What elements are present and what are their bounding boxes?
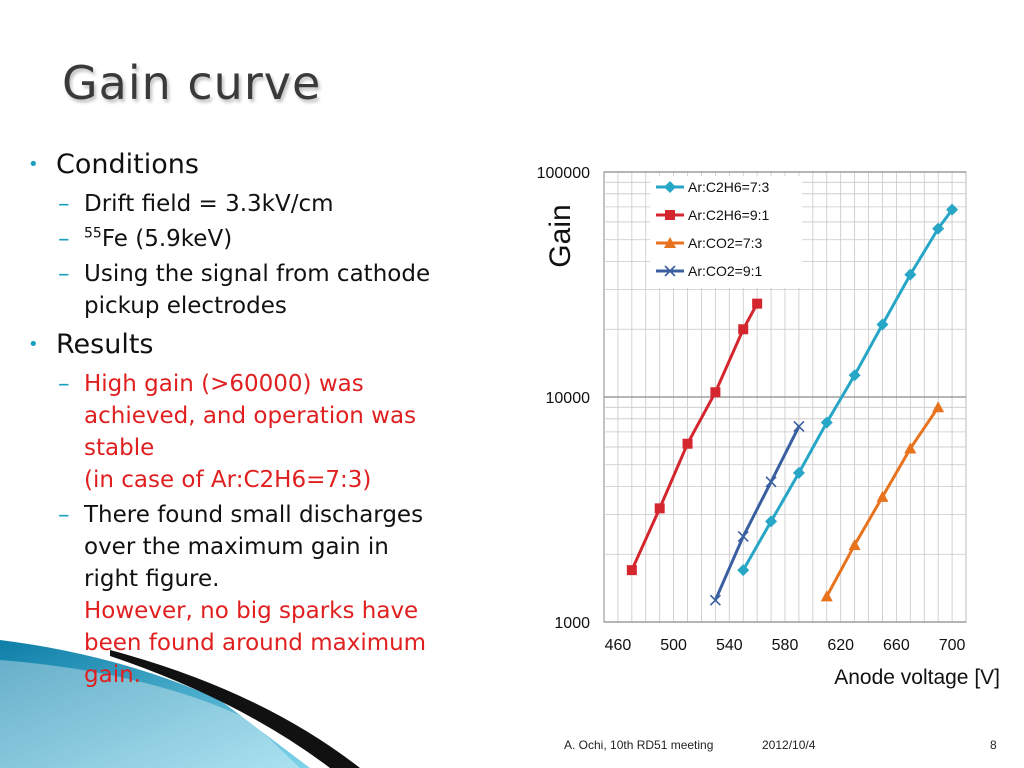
discharge-text-line: There found small discharges xyxy=(84,502,424,528)
data-point xyxy=(710,387,721,398)
dash-icon: – xyxy=(58,261,70,287)
legend-label: Ar:CO2=7:3 xyxy=(688,235,763,251)
discharge-text-line: over the maximum gain in xyxy=(84,534,389,560)
sparks-text-line: been found around maximum xyxy=(84,630,427,656)
discharge-text-line: right figure. xyxy=(84,566,220,592)
sparks-text-line: However, no big sparks have xyxy=(84,598,419,624)
results-heading: Results xyxy=(56,329,154,360)
sub-bullet-high-gain: – High gain (>60000) was achieved, and o… xyxy=(28,368,528,496)
drift-field-text: Drift field = 3.3kV/cm xyxy=(84,191,334,217)
data-point xyxy=(876,318,889,331)
x-tick-label: 580 xyxy=(772,637,799,654)
conditions-heading: Conditions xyxy=(56,149,199,180)
high-gain-text-line: stable xyxy=(84,435,155,461)
y-tick-label: 1000 xyxy=(554,615,590,632)
data-point xyxy=(738,324,749,335)
data-point xyxy=(765,476,777,488)
bullet-dot-icon: • xyxy=(28,154,39,175)
bullet-results: • Results xyxy=(28,328,528,362)
sub-bullet-discharges: – There found small discharges over the … xyxy=(28,499,528,691)
x-tick-label: 460 xyxy=(605,637,632,654)
sub-bullet-signal: – Using the signal from cathode pickup e… xyxy=(28,258,528,322)
footer-author: A. Ochi, 10th RD51 meeting xyxy=(564,738,714,752)
sub-bullet-fe-source: – 55Fe (5.9keV) xyxy=(28,223,528,255)
data-point xyxy=(876,490,889,502)
y-tick-label: 100000 xyxy=(537,165,590,182)
dash-icon: – xyxy=(58,502,70,528)
y-axis-label: Gain xyxy=(544,204,577,267)
data-point xyxy=(820,416,833,429)
x-tick-label: 500 xyxy=(660,637,687,654)
data-point xyxy=(765,515,778,528)
sub-bullet-drift-field: – Drift field = 3.3kV/cm xyxy=(28,188,528,220)
series-line xyxy=(714,425,801,601)
legend-marker xyxy=(664,181,676,193)
y-tick-label: 10000 xyxy=(546,390,591,407)
x-tick-label: 660 xyxy=(883,637,910,654)
data-point xyxy=(848,538,861,550)
data-point xyxy=(820,590,833,602)
dash-icon: – xyxy=(58,191,70,217)
data-point xyxy=(904,442,917,454)
data-point xyxy=(932,401,945,413)
data-point xyxy=(848,369,861,382)
data-point xyxy=(793,420,805,432)
legend-box xyxy=(650,176,802,288)
data-point xyxy=(792,466,805,479)
fe-isotope-number: 55 xyxy=(84,225,102,242)
x-tick-label: 700 xyxy=(939,637,966,654)
slide-title: Gain curve xyxy=(62,56,322,110)
x-axis-label: Anode voltage [V] xyxy=(834,666,1000,689)
signal-text-line: Using the signal from cathode xyxy=(84,261,431,287)
dash-icon: – xyxy=(58,371,70,397)
legend-marker xyxy=(664,265,676,277)
legend-label: Ar:CO2=9:1 xyxy=(688,263,763,279)
bullet-dot-icon: • xyxy=(28,334,39,355)
bullet-list: • Conditions – Drift field = 3.3kV/cm – … xyxy=(28,148,528,694)
data-point xyxy=(904,268,917,281)
data-point xyxy=(752,298,763,309)
legend-marker xyxy=(665,210,675,220)
footer-page-number: 8 xyxy=(990,738,997,752)
fe-source-text: Fe (5.9keV) xyxy=(101,226,233,252)
data-point xyxy=(626,565,637,576)
x-tick-label: 620 xyxy=(827,637,854,654)
bullet-conditions: • Conditions xyxy=(28,148,528,182)
data-point xyxy=(932,222,945,235)
high-gain-text-line: achieved, and operation was xyxy=(84,403,417,429)
footer-date: 2012/10/4 xyxy=(762,738,816,752)
data-point xyxy=(682,438,693,449)
high-gain-text-line: (in case of Ar:C2H6=7:3) xyxy=(84,467,372,493)
sparks-text-line: gain. xyxy=(84,662,141,688)
data-point xyxy=(737,564,750,577)
data-point xyxy=(946,203,959,216)
signal-text-line: pickup electrodes xyxy=(84,293,287,319)
legend-label: Ar:C2H6=7:3 xyxy=(688,179,770,195)
dash-icon: – xyxy=(58,226,70,252)
x-tick-label: 540 xyxy=(716,637,743,654)
data-point xyxy=(654,503,665,514)
data-point xyxy=(737,530,749,543)
legend-marker xyxy=(664,237,676,248)
legend-label: Ar:C2H6=9:1 xyxy=(688,207,770,223)
high-gain-text-line: High gain (>60000) was xyxy=(84,371,364,397)
data-point xyxy=(709,594,721,606)
